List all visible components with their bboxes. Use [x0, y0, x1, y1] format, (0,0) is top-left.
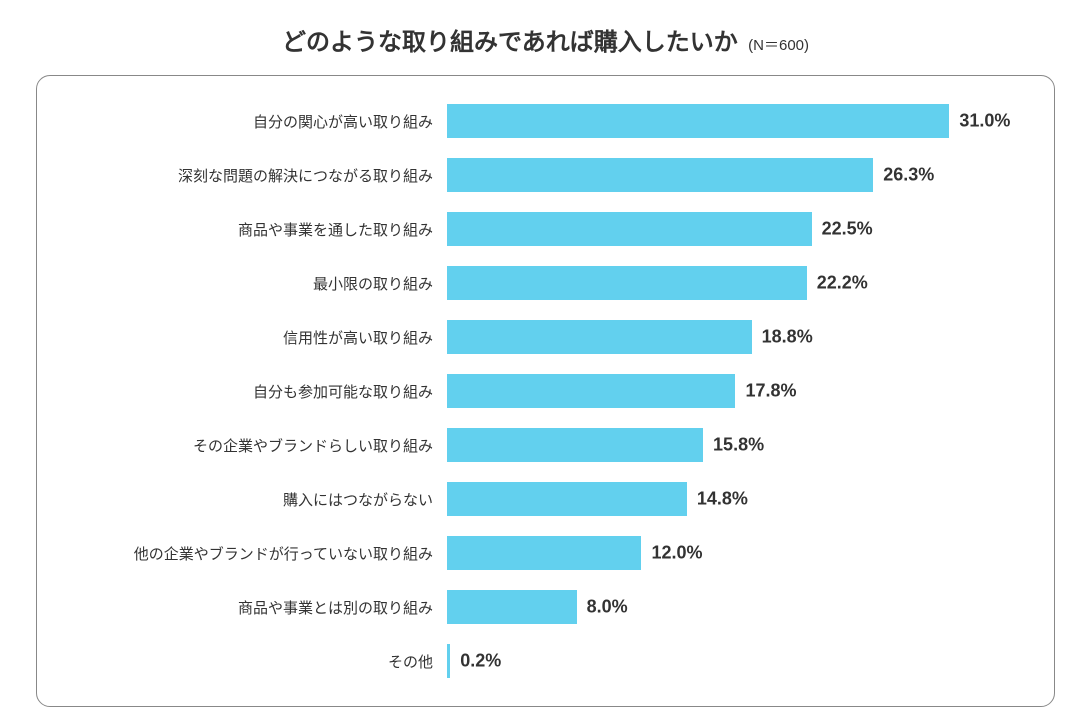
- bar-value: 15.8%: [713, 435, 764, 456]
- bar-label: 商品や事業とは別の取り組み: [57, 597, 447, 618]
- bar-label: 自分の関心が高い取り組み: [57, 111, 447, 132]
- bar-cell: 31.0%: [447, 104, 998, 138]
- bar-row: 他の企業やブランドが行っていない取り組み 12.0%: [57, 536, 998, 570]
- bar-label: 購入にはつながらない: [57, 489, 447, 510]
- bar-label: 他の企業やブランドが行っていない取り組み: [57, 543, 447, 564]
- bar: [447, 428, 703, 462]
- chart-title: どのような取り組みであれば購入したいか: [282, 29, 738, 56]
- bar: [447, 374, 735, 408]
- bar-label: その企業やブランドらしい取り組み: [57, 435, 447, 456]
- bar-label: 最小限の取り組み: [57, 273, 447, 294]
- bar-label: 深刻な問題の解決につながる取り組み: [57, 165, 447, 186]
- bar: [447, 590, 577, 624]
- bar-cell: 14.8%: [447, 482, 998, 516]
- bar-value: 8.0%: [587, 597, 628, 618]
- bar-value: 31.0%: [959, 111, 1010, 132]
- bar: [447, 212, 812, 246]
- bar-row: 商品や事業とは別の取り組み 8.0%: [57, 590, 998, 624]
- bar-value: 18.8%: [762, 327, 813, 348]
- bar-cell: 22.5%: [447, 212, 998, 246]
- chart-title-wrap: どのような取り組みであれば購入したいか (N＝600): [0, 0, 1091, 67]
- bar-value: 22.5%: [822, 219, 873, 240]
- bar-cell: 8.0%: [447, 590, 998, 624]
- bar-label: 信用性が高い取り組み: [57, 327, 447, 348]
- bar-row: 商品や事業を通した取り組み 22.5%: [57, 212, 998, 246]
- bar: [447, 482, 687, 516]
- bar-row: その企業やブランドらしい取り組み 15.8%: [57, 428, 998, 462]
- bar-cell: 18.8%: [447, 320, 998, 354]
- bar-cell: 17.8%: [447, 374, 998, 408]
- bar-cell: 12.0%: [447, 536, 998, 570]
- bar: [447, 320, 752, 354]
- bar-row: 最小限の取り組み 22.2%: [57, 266, 998, 300]
- bar: [447, 644, 450, 678]
- bar-value: 17.8%: [745, 381, 796, 402]
- bar-row: 自分の関心が高い取り組み31.0%: [57, 104, 998, 138]
- bar-value: 22.2%: [817, 273, 868, 294]
- bar-row: その他 0.2%: [57, 644, 998, 678]
- bar: [447, 104, 949, 138]
- chart-subtitle: (N＝600): [748, 37, 809, 54]
- bar-row: 信用性が高い取り組み 18.8%: [57, 320, 998, 354]
- bar-row: 自分も参加可能な取り組み 17.8%: [57, 374, 998, 408]
- bar-value: 14.8%: [697, 489, 748, 510]
- bar: [447, 158, 873, 192]
- bar-value: 12.0%: [651, 543, 702, 564]
- bar-cell: 0.2%: [447, 644, 998, 678]
- bar: [447, 536, 641, 570]
- bar-cell: 15.8%: [447, 428, 998, 462]
- bar-row: 購入にはつながらない 14.8%: [57, 482, 998, 516]
- bar-cell: 26.3%: [447, 158, 998, 192]
- bar-label: その他: [57, 651, 447, 672]
- bar-cell: 22.2%: [447, 266, 998, 300]
- bar-value: 0.2%: [460, 651, 501, 672]
- chart-frame: 自分の関心が高い取り組み31.0%深刻な問題の解決につながる取り組み26.3%商…: [36, 75, 1055, 707]
- bar-row: 深刻な問題の解決につながる取り組み 26.3%: [57, 158, 998, 192]
- bar-label: 商品や事業を通した取り組み: [57, 219, 447, 240]
- bar-value: 26.3%: [883, 165, 934, 186]
- bar: [447, 266, 807, 300]
- bar-label: 自分も参加可能な取り組み: [57, 381, 447, 402]
